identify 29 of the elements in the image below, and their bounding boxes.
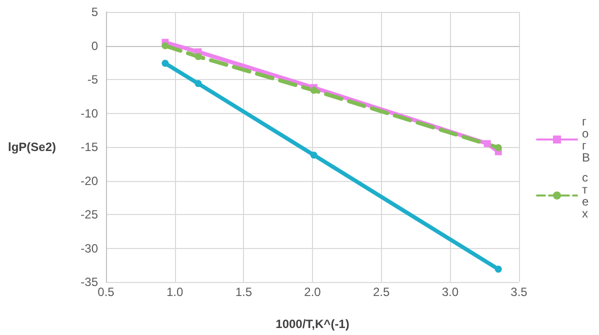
point [194,53,202,60]
y-tick-label: -15 [80,140,98,154]
x-tick-label: 0.5 [98,285,115,299]
y-tick-label: -20 [80,174,98,188]
x-tick-label: 3.5 [510,285,528,299]
point [310,86,318,94]
y-tick-label: -35 [80,275,98,289]
y-tick-label: -5 [87,72,98,86]
point [194,80,202,88]
x-tick-label: 3.0 [442,285,459,299]
y-axis-title: lgP(Se2) [8,140,56,154]
point [162,60,169,67]
point [494,144,502,152]
y-tick-label: 5 [91,5,98,19]
point [494,266,502,273]
x-tick-label: 2.5 [372,285,390,299]
x-tick-label: 2.0 [304,285,322,299]
y-tick-label: -25 [80,208,98,222]
legend-label: стех [582,170,589,220]
y-tick-label: -10 [80,106,98,120]
x-axis-title: 1000/T,K^(-1) [276,317,350,331]
y-tick-label: 0 [91,38,98,53]
x-tick-label: 1.0 [166,285,184,299]
point [484,140,491,148]
point [162,42,169,50]
legend-label: гогВ [582,114,590,164]
x-tick-label: 1.5 [235,285,252,299]
y-tick-label: -30 [80,241,98,256]
point [310,152,318,159]
